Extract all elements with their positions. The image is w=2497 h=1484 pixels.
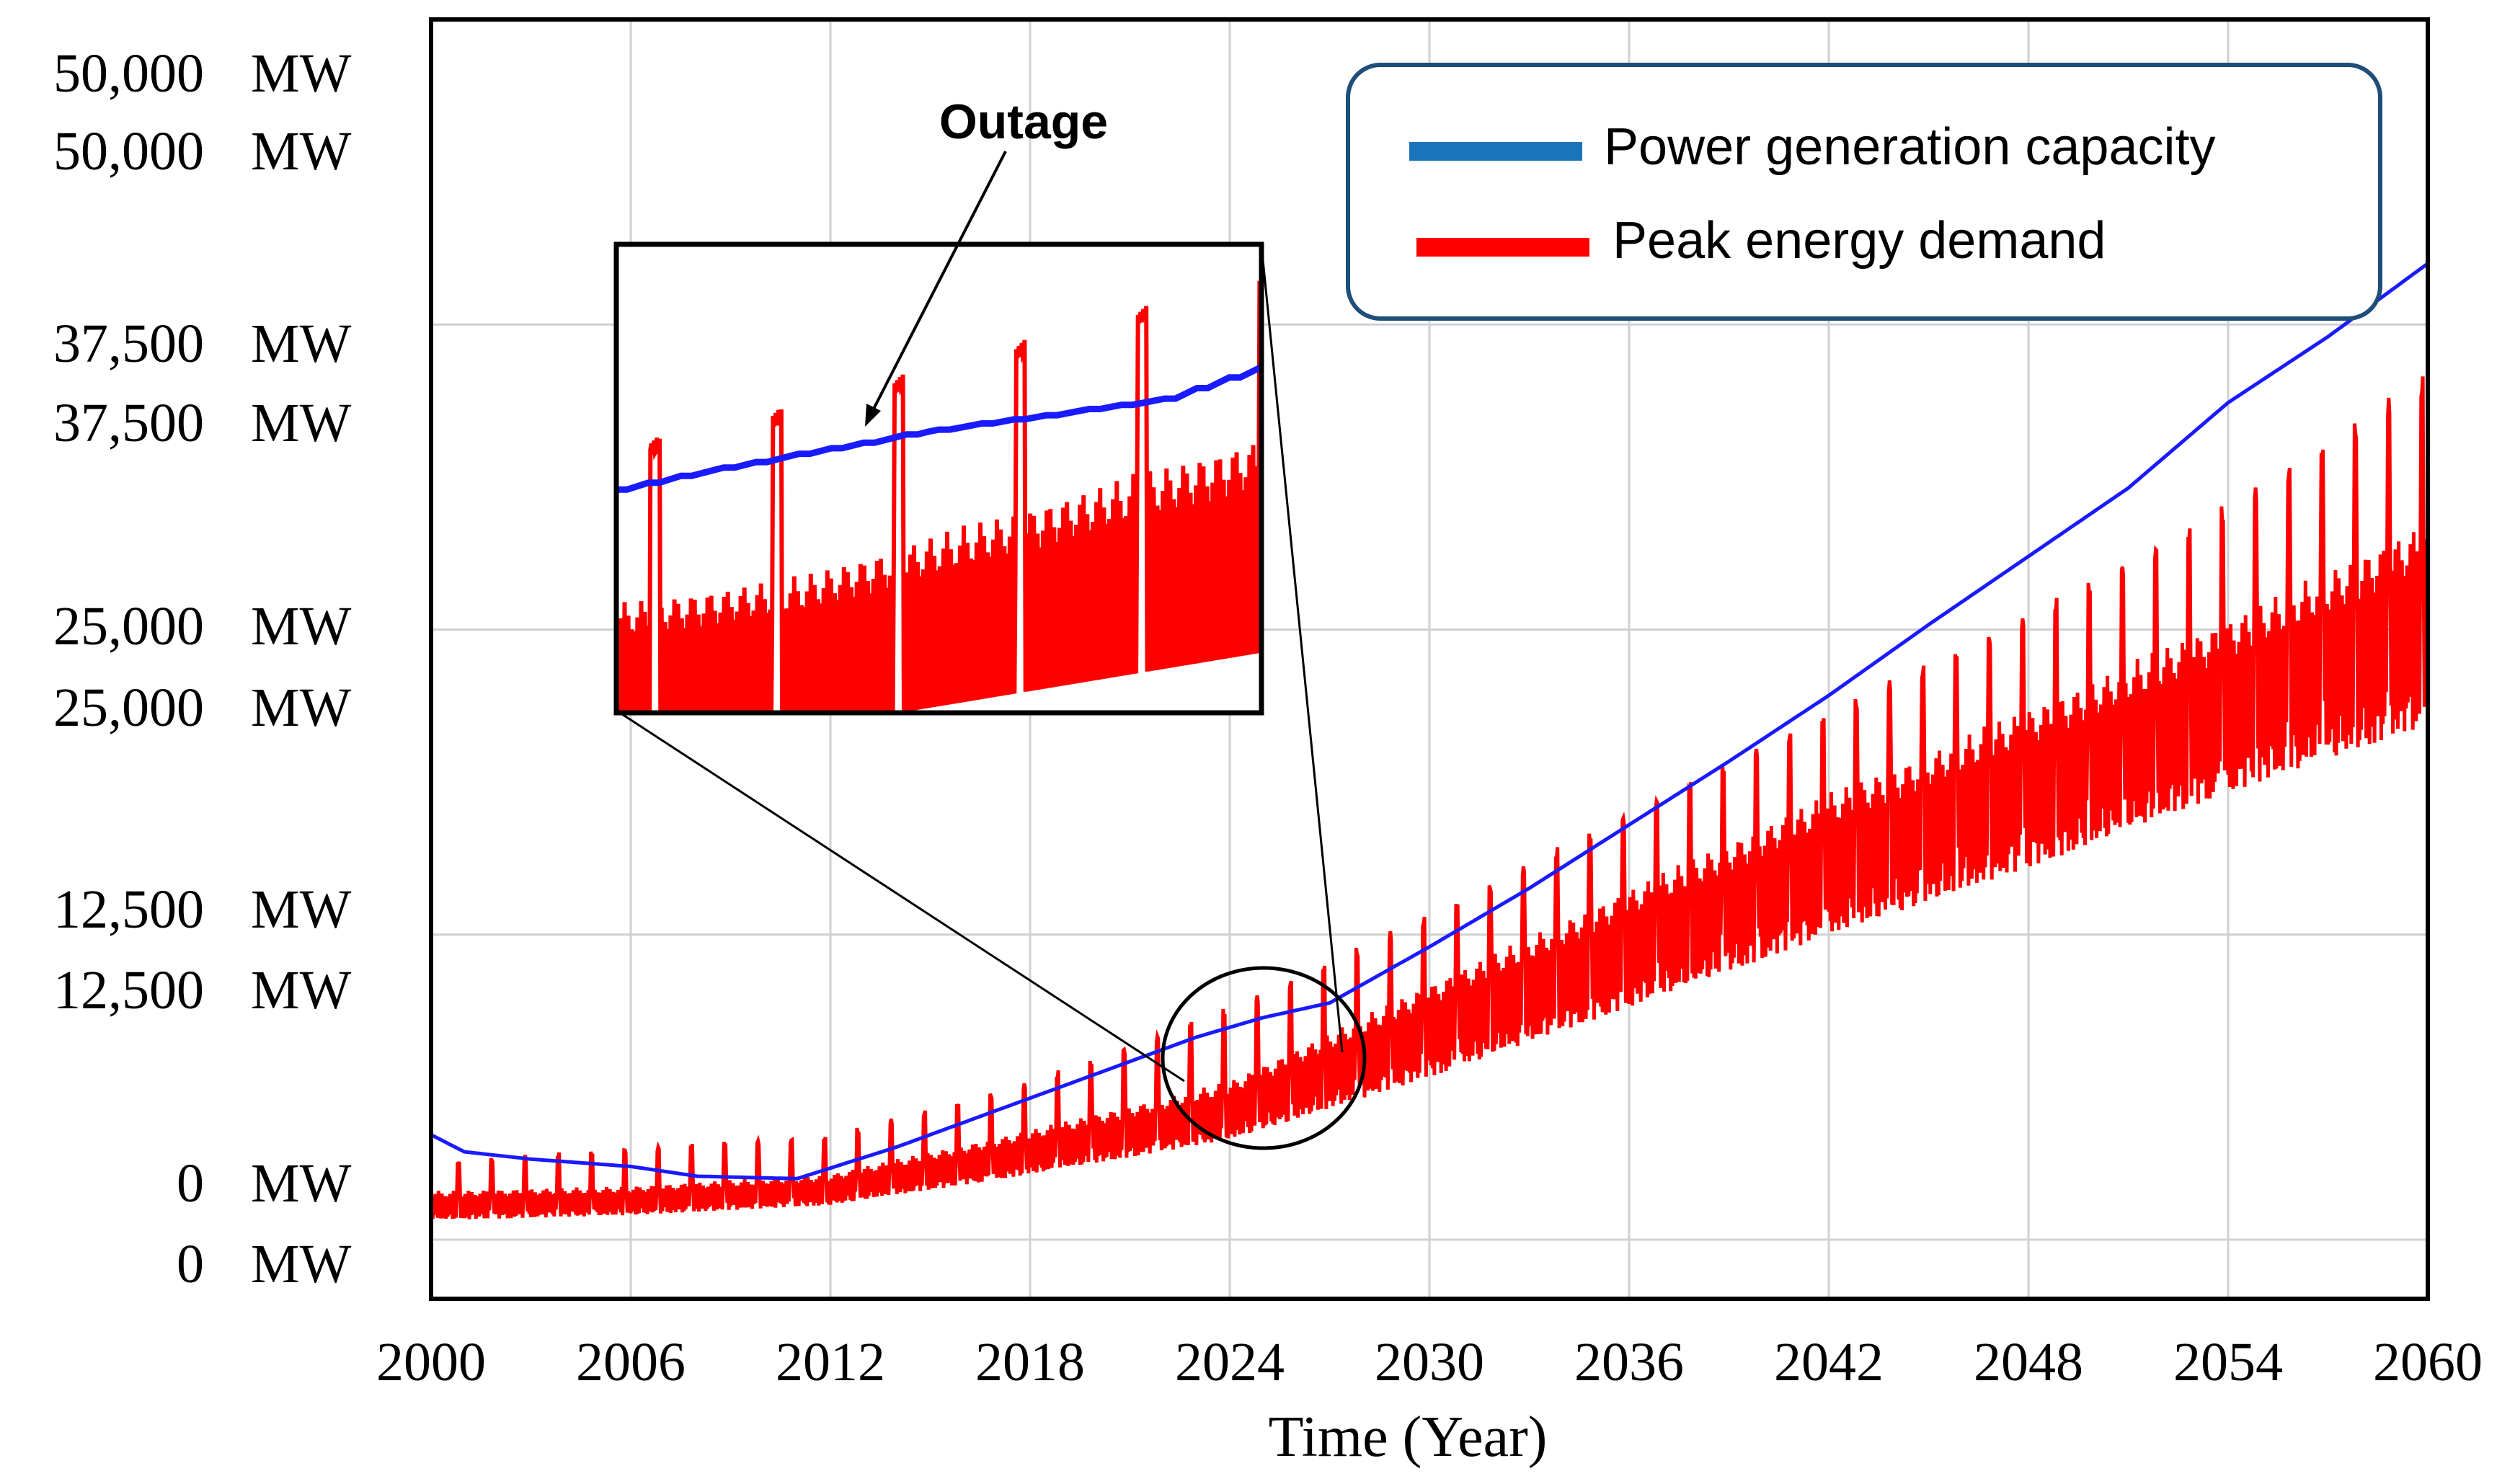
y-tick-label-50000-1: 50,000 MW	[53, 121, 352, 182]
x-tick-label-2060: 2060	[2373, 1332, 2483, 1392]
annotation-arrowhead	[865, 404, 881, 427]
x-tick-label-2048: 2048	[1974, 1332, 2083, 1392]
y-tick-unit: MW	[251, 1234, 352, 1294]
x-tick-label-2012: 2012	[776, 1332, 885, 1392]
y-tick-value: 50,000	[53, 43, 204, 104]
y-tick-label-0-1: 0 MW	[177, 1234, 352, 1294]
series-power-generation-capacity	[431, 262, 2428, 1181]
y-tick-value: 50,000	[53, 121, 204, 182]
y-tick-value: 25,000	[53, 596, 204, 657]
y-tick-value: 0	[177, 1153, 204, 1214]
y-tick-label-50000-0: 50,000 MW	[53, 43, 352, 104]
inset-series-peak-energy-demand	[616, 280, 1261, 713]
y-tick-unit: MW	[251, 43, 352, 104]
inset-series-power-generation-capacity	[616, 364, 1261, 493]
y-tick-unit: MW	[251, 121, 352, 182]
y-tick-label-0-0: 0 MW	[177, 1153, 352, 1214]
x-tick-label-2042: 2042	[1774, 1332, 1884, 1392]
legend: Power generation capacity Peak energy de…	[1346, 63, 2382, 321]
y-tick-unit: MW	[251, 1153, 352, 1214]
x-tick-label-2018: 2018	[975, 1332, 1085, 1392]
annotation-outage: Outage	[939, 94, 1108, 149]
x-tick-label-2030: 2030	[1375, 1332, 1484, 1392]
y-tick-label-37500-0: 37,500 MW	[53, 314, 352, 374]
x-tick-label-2036: 2036	[1574, 1332, 1684, 1392]
y-tick-unit: MW	[251, 596, 352, 657]
legend-box	[1346, 63, 2382, 321]
y-tick-unit: MW	[251, 314, 352, 374]
y-tick-label-12500-1: 12,500 MW	[53, 960, 352, 1021]
y-tick-label-25000-1: 25,000 MW	[53, 677, 352, 738]
y-tick-label-25000-0: 25,000 MW	[53, 596, 352, 657]
y-tick-value: 37,500	[53, 393, 204, 453]
zoom-circle	[1161, 966, 1367, 1150]
y-tick-unit: MW	[251, 393, 352, 453]
x-tick-label-2024: 2024	[1175, 1332, 1285, 1392]
legend-label-demand: Peak energy demand	[1613, 212, 2106, 270]
y-tick-label-12500-0: 12,500 MW	[53, 879, 352, 940]
y-tick-unit: MW	[251, 960, 352, 1021]
y-tick-label-37500-1: 37,500 MW	[53, 393, 352, 453]
zoom-connector-right	[1260, 245, 1344, 1053]
x-tick-label-2054: 2054	[2173, 1332, 2283, 1392]
x-tick-label-2006: 2006	[576, 1332, 686, 1392]
legend-label-capacity: Power generation capacity	[1604, 118, 2216, 176]
plot-frame	[429, 17, 2430, 1301]
y-tick-value: 25,000	[53, 677, 204, 738]
y-tick-value: 37,500	[53, 314, 204, 374]
inset-series	[616, 280, 1261, 713]
y-tick-value: 12,500	[53, 960, 204, 1021]
inset-frame	[613, 241, 1264, 716]
x-tick-label-2000: 2000	[376, 1332, 486, 1392]
y-tick-value: 12,500	[53, 879, 204, 940]
x-axis-title: Time (Year)	[1269, 1405, 1548, 1469]
zoom-connector-left	[619, 711, 1185, 1083]
annotation-arrow	[869, 151, 1007, 415]
y-tick-unit: MW	[251, 677, 352, 738]
inset-zoom	[613, 241, 1264, 716]
y-tick-value: 0	[177, 1234, 204, 1294]
series-layer	[431, 262, 2428, 1220]
x-tick-labels: 2000 2006 2012 2018 2024 2030 2036 2042 2048 2054…	[376, 1332, 2483, 1392]
series-peak-energy-demand	[431, 376, 2428, 1220]
y-tick-unit: MW	[251, 879, 352, 940]
